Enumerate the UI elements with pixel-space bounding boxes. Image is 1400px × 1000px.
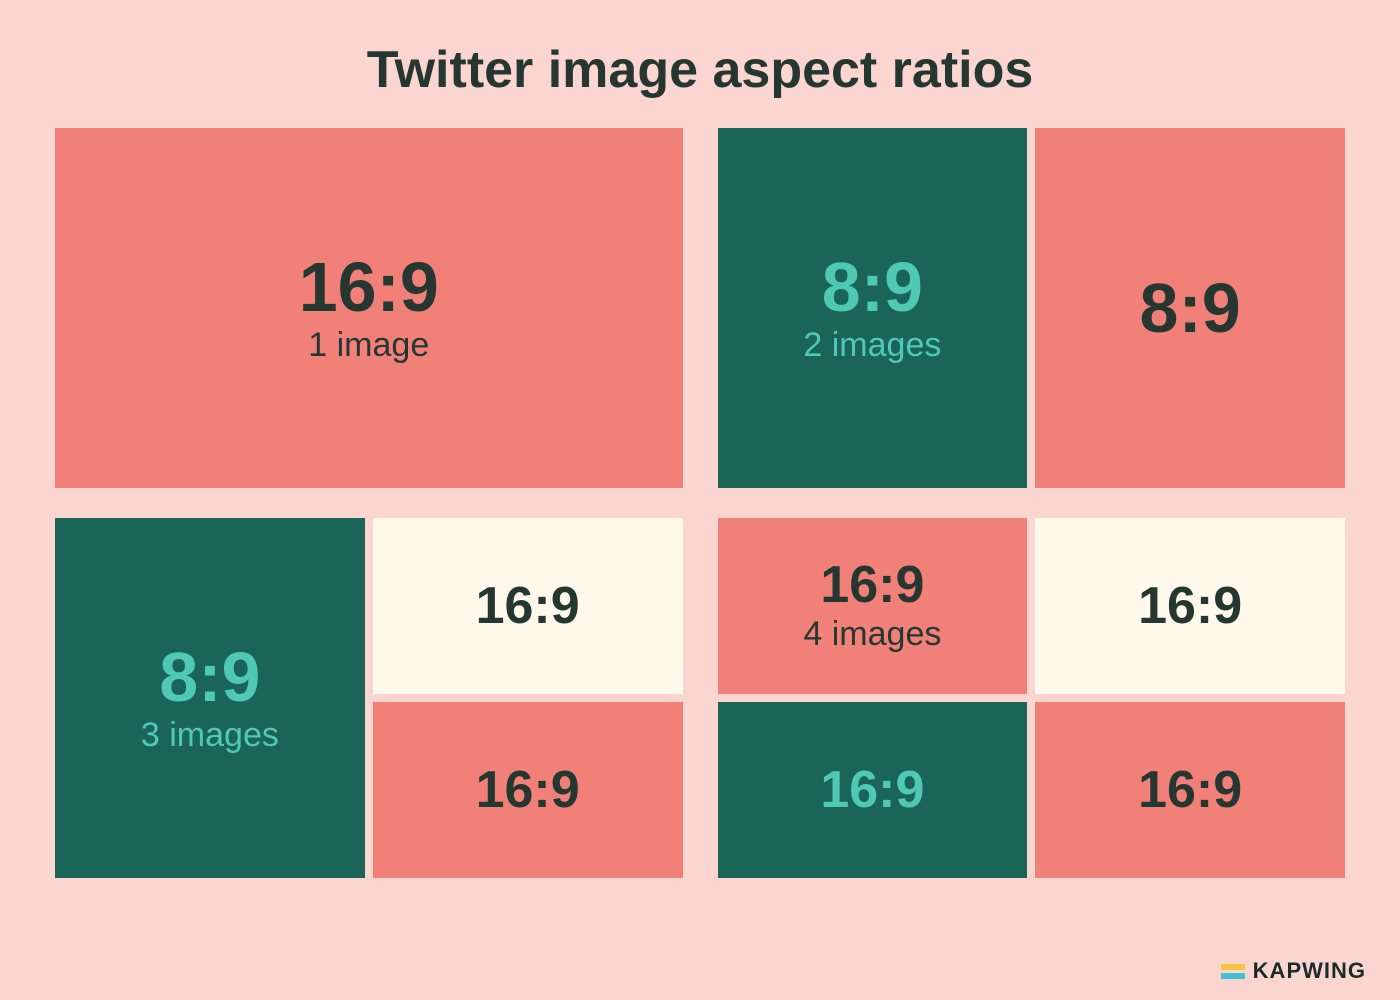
- ratio-label: 16:9: [1138, 764, 1242, 816]
- q3-bottom-right-cell: 16:9: [373, 702, 683, 878]
- q4-bottom-right-cell: 16:9: [1035, 702, 1345, 878]
- ratio-label: 16:9: [1138, 580, 1242, 632]
- q3-top-right-cell: 16:9: [373, 518, 683, 694]
- count-caption: 3 images: [141, 716, 279, 755]
- kapwing-logo: KAPWING: [1221, 958, 1366, 984]
- q2-left-cell: 8:9 2 images: [718, 128, 1028, 488]
- logo-bar-top: [1221, 964, 1245, 970]
- count-caption: 2 images: [803, 326, 941, 365]
- quadrant-4-images: 16:9 4 images 16:9 16:9 16:9: [718, 518, 1346, 878]
- logo-text: KAPWING: [1253, 958, 1366, 984]
- ratio-label: 16:9: [820, 559, 924, 611]
- q3-left-cell: 8:9 3 images: [55, 518, 365, 878]
- q4-bottom-left-cell: 16:9: [718, 702, 1028, 878]
- quadrant-3-images: 8:9 3 images 16:9 16:9: [55, 518, 683, 878]
- logo-bars-icon: [1221, 964, 1245, 979]
- count-caption: 1 image: [308, 326, 429, 365]
- ratio-label: 16:9: [299, 252, 439, 322]
- quadrant-2-images: 8:9 2 images 8:9: [718, 128, 1346, 488]
- ratio-label: 8:9: [159, 642, 260, 712]
- ratio-label: 16:9: [476, 764, 580, 816]
- logo-bar-bottom: [1221, 973, 1245, 979]
- ratio-label: 8:9: [1140, 273, 1241, 343]
- quadrant-1-image: 16:9 1 image: [55, 128, 683, 488]
- q4-top-right-cell: 16:9: [1035, 518, 1345, 694]
- count-caption: 4 images: [803, 615, 941, 654]
- ratio-label: 16:9: [476, 580, 580, 632]
- q2-right-cell: 8:9: [1035, 128, 1345, 488]
- ratio-label: 8:9: [822, 252, 923, 322]
- ratio-label: 16:9: [820, 764, 924, 816]
- q4-top-left-cell: 16:9 4 images: [718, 518, 1028, 694]
- canvas: Twitter image aspect ratios 16:9 1 image…: [0, 0, 1400, 1000]
- quadrant-grid: 16:9 1 image 8:9 2 images 8:9 8:9 3 imag…: [55, 128, 1345, 878]
- page-title: Twitter image aspect ratios: [55, 40, 1345, 100]
